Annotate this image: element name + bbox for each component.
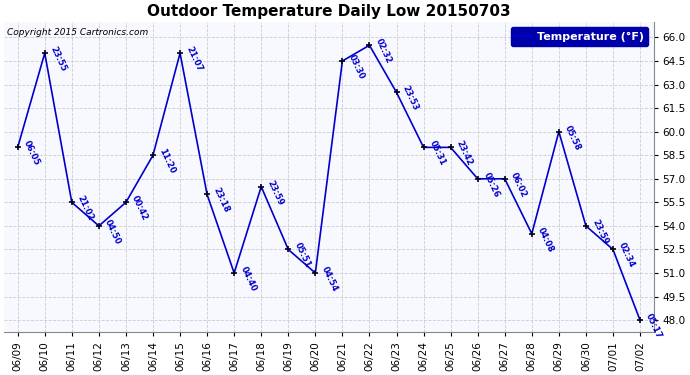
Text: 04:08: 04:08 (536, 226, 555, 254)
Text: Copyright 2015 Cartronics.com: Copyright 2015 Cartronics.com (8, 28, 148, 37)
Text: 05:26: 05:26 (482, 171, 502, 199)
Text: 05:17: 05:17 (644, 312, 664, 340)
Text: 11:20: 11:20 (157, 147, 177, 175)
Text: 23:18: 23:18 (211, 186, 230, 214)
Text: 05:31: 05:31 (428, 140, 447, 167)
Text: 23:55: 23:55 (49, 45, 68, 73)
Text: 06:05: 06:05 (22, 140, 41, 167)
Legend: Temperature (°F): Temperature (°F) (511, 27, 648, 46)
Text: 23:42: 23:42 (455, 140, 474, 168)
Text: 05:51: 05:51 (293, 242, 312, 270)
Text: 04:50: 04:50 (103, 218, 122, 246)
Text: 23:53: 23:53 (401, 84, 420, 112)
Text: 05:58: 05:58 (563, 124, 582, 152)
Text: 23:59: 23:59 (590, 218, 609, 246)
Text: 02:32: 02:32 (373, 37, 393, 65)
Text: 06:02: 06:02 (509, 171, 529, 199)
Text: 03:30: 03:30 (346, 53, 366, 81)
Title: Outdoor Temperature Daily Low 20150703: Outdoor Temperature Daily Low 20150703 (147, 4, 511, 19)
Text: 04:40: 04:40 (238, 265, 258, 293)
Text: 23:59: 23:59 (266, 178, 285, 207)
Text: 00:42: 00:42 (130, 194, 150, 222)
Text: 04:54: 04:54 (319, 265, 339, 293)
Text: 21:07: 21:07 (184, 45, 204, 73)
Text: 21:02: 21:02 (76, 194, 95, 222)
Text: 02:34: 02:34 (617, 242, 637, 269)
